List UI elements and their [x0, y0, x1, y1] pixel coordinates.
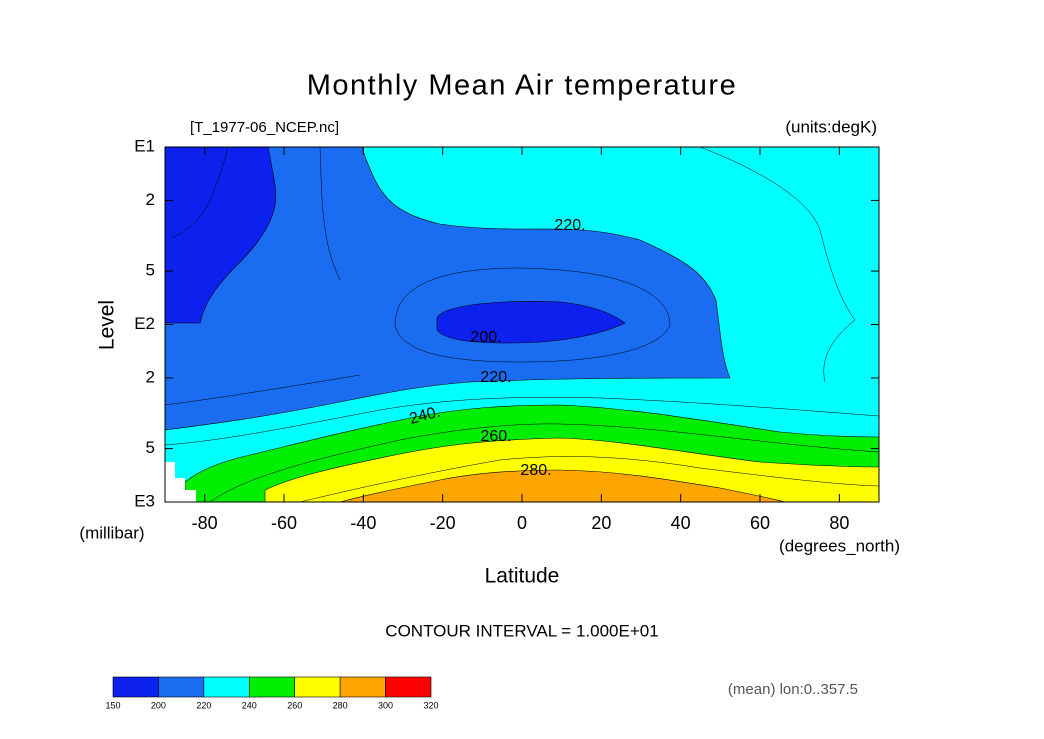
- y-units: (millibar): [79, 523, 144, 542]
- x-tick-label: -80: [192, 513, 218, 533]
- contour-line: [165, 147, 879, 502]
- x-tick-label: -60: [271, 513, 297, 533]
- x-units: (degrees_north): [779, 536, 900, 555]
- colorbar-swatch: [248, 676, 296, 698]
- contour-label: 280.: [520, 462, 551, 479]
- plot-area: 220. 200. 220. 240. 260. 280.: [164, 146, 880, 503]
- average-note: (mean) lon:0..357.5: [728, 681, 858, 698]
- colorbar-label: 300: [378, 700, 393, 710]
- colorbar-label: 220: [196, 700, 211, 710]
- colorbar-swatch: [112, 676, 159, 698]
- x-tick-label: 60: [750, 513, 770, 533]
- colorbar-swatch: [158, 676, 205, 698]
- colorbar-label: 200: [151, 700, 166, 710]
- x-tick-label: -40: [350, 513, 376, 533]
- y-tick-label: E2: [134, 314, 155, 333]
- x-tick-label: 0: [517, 513, 527, 533]
- colorbar-label: 240: [242, 700, 257, 710]
- file-label: [T_1977-06_NCEP.nc]: [190, 119, 339, 136]
- contour-region: [339, 469, 786, 502]
- x-tick-label: 80: [829, 513, 849, 533]
- colorbar-swatch: [203, 676, 250, 698]
- colorbar-swatch: [294, 676, 341, 698]
- units-label: (units:degK): [785, 117, 877, 136]
- contour-label: 200.: [470, 329, 501, 346]
- contour-region: [165, 147, 879, 502]
- contour-label: 260.: [480, 428, 511, 445]
- y-axis-title: Level: [96, 300, 119, 350]
- y-tick-label: 5: [146, 438, 155, 457]
- y-tick-label: E1: [134, 136, 155, 155]
- contour-region: [165, 147, 277, 324]
- missing-data: [165, 462, 196, 502]
- colorbar-label: 320: [423, 700, 438, 710]
- colorbar-label: 280: [333, 700, 348, 710]
- y-tick-label: E3: [134, 491, 155, 510]
- y-tick-label: 2: [146, 367, 155, 386]
- x-axis-title: Latitude: [485, 565, 560, 588]
- x-tick-label: 20: [591, 513, 611, 533]
- colorbar-label: 150: [105, 700, 120, 710]
- x-tick-label: -20: [430, 513, 456, 533]
- contour-region: [436, 301, 626, 344]
- colorbar-label: 260: [287, 700, 302, 710]
- contour-note: CONTOUR INTERVAL = 1.000E+01: [385, 621, 658, 640]
- y-tick-label: 2: [146, 190, 155, 209]
- contour-label: 220.: [554, 217, 585, 234]
- x-tick-label: 40: [671, 513, 691, 533]
- contour-fill: [165, 147, 879, 502]
- contour-label: 220.: [480, 369, 511, 386]
- colorbar-swatch: [339, 676, 386, 698]
- y-tick-label: 5: [146, 261, 155, 280]
- chart-title: Monthly Mean Air temperature: [307, 70, 737, 102]
- colorbar-swatch: [385, 676, 432, 698]
